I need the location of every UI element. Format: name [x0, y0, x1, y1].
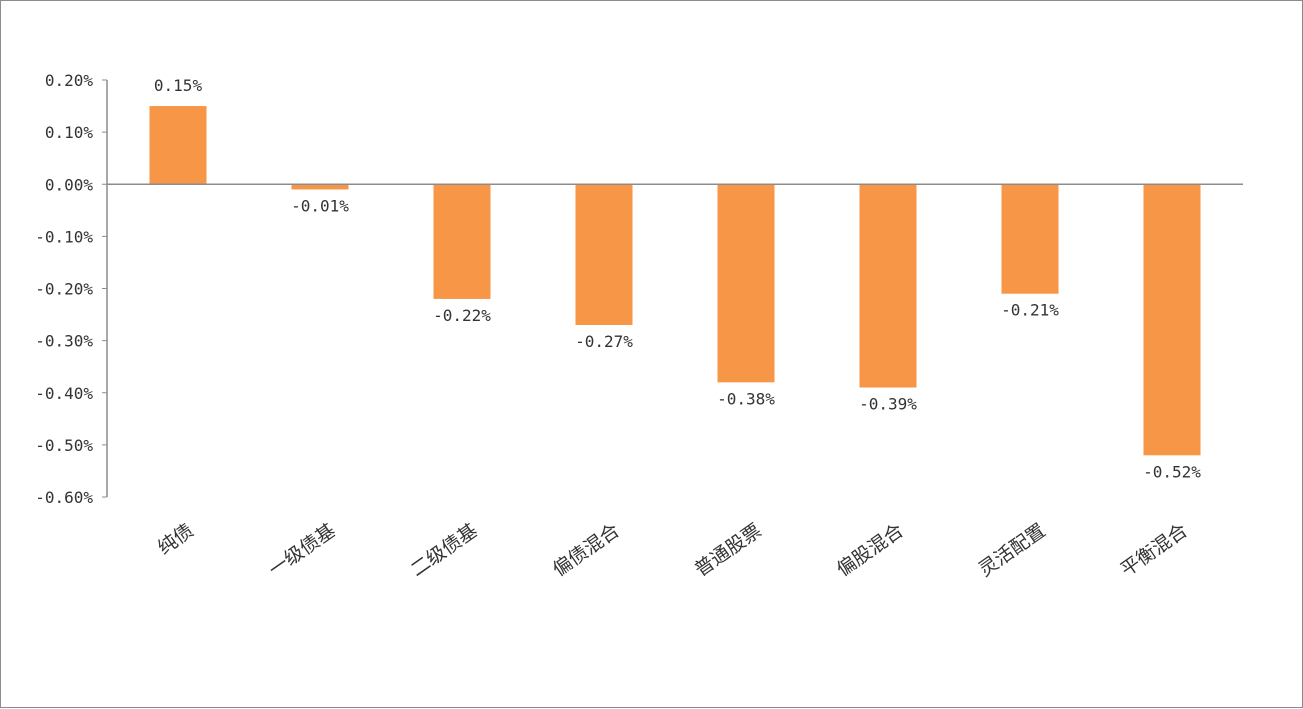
category-label: 普通股票: [691, 520, 766, 582]
y-tick-label: -0.50%: [35, 436, 93, 455]
category-label: 偏债混合: [549, 520, 624, 582]
bars: [149, 106, 1201, 456]
bar-3: [433, 184, 491, 299]
bar-8: [1143, 184, 1201, 456]
data-labels: 0.15% -0.01% -0.22% -0.27% -0.38% -0.39% -0.21…: [154, 76, 1201, 481]
category-label: 纯债: [154, 520, 198, 560]
data-label: 0.15%: [154, 76, 203, 95]
bar-6: [859, 184, 917, 388]
y-tick-label: 0.10%: [45, 123, 94, 142]
data-label: -0.38%: [717, 389, 775, 408]
category-label: 二级债基: [407, 520, 482, 582]
bar-1: [149, 106, 207, 185]
y-axis: 0.20% 0.10% 0.00% -0.10% -0.20% -0.30% -0.40% -…: [35, 71, 108, 507]
category-label: 偏股混合: [833, 520, 908, 582]
category-labels: 纯债 一级债基 二级债基 偏债混合 普通股票 偏股混合 灵活配置 平衡混合: [154, 520, 1192, 582]
bar-5: [717, 184, 775, 383]
category-label: 灵活配置: [975, 520, 1050, 582]
data-label: -0.52%: [1143, 462, 1201, 481]
y-tick-label: -0.10%: [35, 227, 93, 246]
category-label: 一级债基: [265, 520, 340, 582]
y-tick-label: -0.30%: [35, 332, 93, 351]
data-label: -0.21%: [1001, 301, 1059, 320]
y-tick-label: -0.60%: [35, 488, 93, 507]
bar-4: [575, 184, 633, 325]
bar-2: [291, 184, 349, 190]
bar-7: [1001, 184, 1059, 294]
y-tick-label: -0.20%: [35, 280, 93, 299]
y-tick-label: -0.40%: [35, 384, 93, 403]
y-tick-label: 0.00%: [45, 175, 94, 194]
data-label: -0.01%: [291, 196, 349, 215]
data-label: -0.27%: [575, 332, 633, 351]
y-tick-label: 0.20%: [45, 71, 94, 90]
category-label: 平衡混合: [1117, 520, 1192, 582]
data-label: -0.39%: [859, 395, 917, 414]
data-label: -0.22%: [433, 306, 491, 325]
